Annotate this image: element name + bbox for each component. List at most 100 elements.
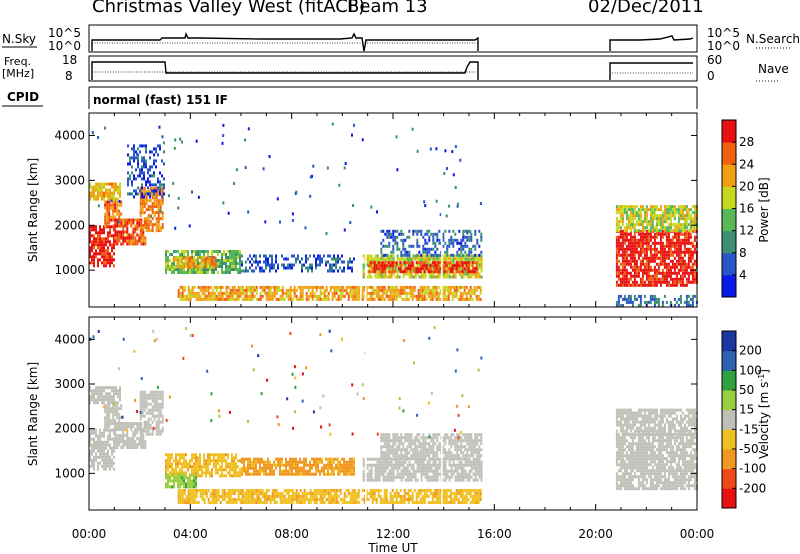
heatmap-cell bbox=[331, 269, 333, 273]
heatmap-cell bbox=[141, 144, 143, 148]
heatmap-cell bbox=[104, 215, 107, 219]
heatmap-cell bbox=[623, 268, 626, 272]
heatmap-cell bbox=[106, 407, 109, 411]
heatmap-cell bbox=[261, 489, 264, 492]
heatmap-cell bbox=[466, 275, 469, 279]
heatmap-cell bbox=[411, 285, 414, 289]
heatmap-cell bbox=[353, 257, 355, 261]
heatmap-cell bbox=[362, 269, 365, 273]
heatmap-cell bbox=[257, 501, 260, 504]
heatmap-cell bbox=[195, 476, 197, 480]
heatmap-cell bbox=[457, 285, 460, 289]
heatmap-cell bbox=[637, 211, 640, 215]
heatmap-cell bbox=[114, 203, 117, 207]
heatmap-cell bbox=[237, 489, 240, 492]
heatmap-cell bbox=[615, 259, 618, 263]
nsky-tick-top: 10^5 bbox=[48, 26, 81, 40]
heatmap-cell bbox=[120, 218, 123, 222]
heatmap-cell bbox=[107, 237, 109, 241]
heatmap-cell bbox=[187, 297, 190, 301]
heatmap-cell bbox=[681, 208, 684, 212]
heatmap-cell bbox=[89, 252, 91, 256]
heatmap-cell bbox=[171, 468, 173, 472]
heatmap-cell bbox=[683, 208, 686, 212]
heatmap-cell bbox=[412, 257, 415, 261]
heatmap-cell bbox=[141, 405, 144, 409]
heatmap-cell bbox=[233, 459, 235, 463]
heatmap-cell bbox=[243, 269, 245, 273]
heatmap-cell bbox=[289, 466, 291, 470]
heatmap-cell bbox=[116, 410, 119, 414]
heatmap-cell bbox=[249, 457, 251, 461]
heatmap-cell bbox=[203, 456, 205, 460]
heatmap-cell bbox=[207, 268, 209, 271]
data-gap bbox=[365, 113, 367, 307]
heatmap-cell bbox=[201, 297, 204, 301]
heatmap-cell bbox=[189, 489, 192, 492]
heatmap-cell bbox=[129, 156, 131, 160]
heatmap-cell bbox=[213, 297, 216, 301]
heatmap-cell bbox=[147, 220, 150, 224]
heatmap-cell bbox=[627, 205, 630, 209]
heatmap-cell bbox=[122, 236, 125, 240]
heatmap-cell bbox=[331, 285, 334, 289]
heatmap-cell bbox=[279, 294, 282, 298]
heatmap-cell bbox=[217, 271, 219, 274]
heatmap-cell bbox=[267, 460, 269, 464]
heatmap-cell bbox=[687, 265, 690, 269]
heatmap-cell bbox=[279, 463, 281, 467]
heatmap-cell bbox=[151, 396, 154, 400]
heatmap-cell bbox=[97, 467, 99, 471]
heatmap-cell bbox=[243, 466, 245, 470]
heatmap-cell bbox=[675, 283, 678, 287]
heatmap-cell bbox=[91, 446, 93, 450]
heatmap-cell bbox=[447, 291, 450, 295]
heatmap-cell bbox=[139, 405, 142, 409]
heatmap-cell bbox=[193, 468, 195, 472]
heatmap-cell bbox=[663, 277, 666, 281]
heatmap-cell bbox=[259, 492, 262, 495]
heatmap-cell bbox=[295, 460, 297, 464]
heatmap-cell bbox=[231, 459, 233, 463]
heatmap-cell bbox=[422, 244, 425, 248]
heatmap-cell bbox=[147, 429, 150, 433]
heatmap-cell bbox=[311, 285, 314, 289]
heatmap-cell bbox=[661, 244, 664, 248]
heatmap-cell bbox=[480, 254, 483, 258]
heatmap-cell bbox=[623, 235, 626, 239]
heatmap-cell bbox=[321, 457, 323, 461]
heatmap-cell bbox=[661, 250, 664, 254]
heatmap-cell bbox=[139, 220, 142, 224]
heatmap-cell bbox=[661, 247, 664, 251]
heatmap-cell bbox=[103, 401, 105, 405]
heatmap-cell bbox=[223, 456, 225, 460]
heatmap-cell bbox=[633, 297, 636, 301]
heatmap-cell bbox=[468, 275, 471, 279]
heatmap-cell bbox=[679, 250, 682, 254]
heatmap-cell bbox=[665, 220, 668, 224]
heatmap-cell bbox=[295, 489, 298, 492]
heatmap-cell bbox=[133, 159, 135, 163]
heatmap-cell bbox=[655, 271, 658, 275]
heatmap-cell bbox=[131, 165, 133, 169]
heatmap-cell bbox=[337, 460, 339, 464]
heatmap-cell bbox=[255, 498, 258, 501]
heatmap-cell bbox=[421, 264, 424, 268]
heatmap-cell bbox=[657, 256, 660, 260]
heatmap-cell bbox=[185, 471, 187, 475]
heatmap-cell bbox=[408, 269, 411, 273]
heatmap-cell bbox=[431, 297, 434, 301]
heatmap-cell bbox=[91, 389, 93, 393]
heatmap-cell bbox=[673, 303, 676, 307]
heatmap-cell bbox=[93, 449, 95, 453]
heatmap-cell bbox=[629, 277, 632, 281]
heatmap-cell bbox=[385, 291, 388, 295]
heatmap-cell bbox=[454, 275, 457, 279]
heatmap-cell bbox=[217, 495, 220, 498]
heatmap-cell bbox=[376, 260, 379, 264]
heatmap-cell bbox=[237, 474, 239, 478]
heatmap-cell bbox=[213, 291, 216, 295]
heatmap-cell bbox=[159, 189, 161, 193]
heatmap-cell bbox=[161, 405, 164, 409]
heatmap-cell bbox=[643, 268, 646, 272]
